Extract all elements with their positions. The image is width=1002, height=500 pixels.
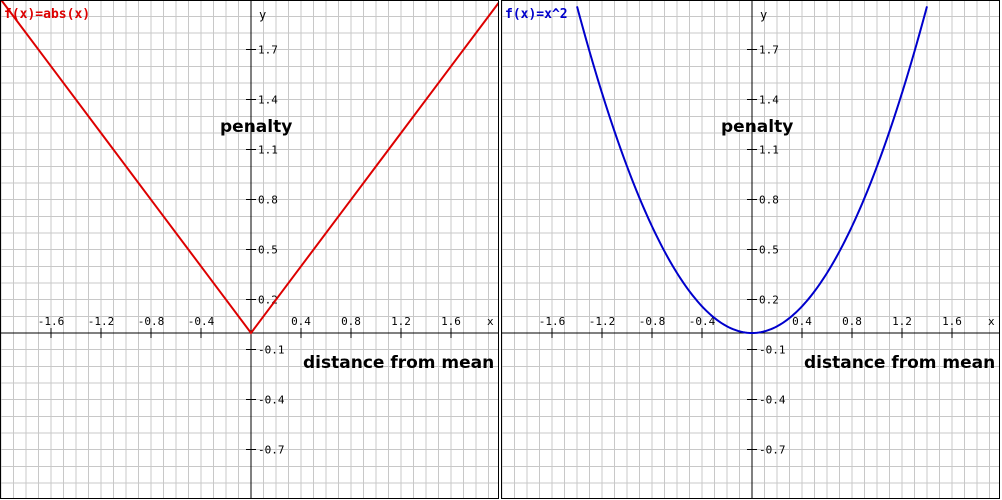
chart-title: f(x)=x^2 — [505, 7, 568, 22]
y-tick-label: 1.4 — [258, 94, 278, 107]
y-tick-label: 1.4 — [759, 94, 779, 107]
x-axis-name: x — [988, 315, 995, 328]
y-tick-label: 0.5 — [258, 244, 278, 257]
y-axis-name: y — [760, 8, 767, 22]
x-tick-label: -1.6 — [38, 315, 65, 328]
y-tick-label: -0.7 — [759, 444, 786, 457]
y-tick-label: 0.8 — [759, 194, 779, 207]
x-axis-label: distance from mean — [804, 353, 995, 373]
x-tick-label: 0.4 — [792, 315, 812, 328]
chart-panel-1: -1.6 -1.2 -0.8 -0.4 0.4 0.8 1.2 1.6 1.7 1.4 1.1 0.8… — [0, 0, 499, 499]
series-line — [576, 6, 928, 335]
chart-panel-2: -1.6 -1.2 -0.8 -0.4 0.4 0.8 1.2 1.6 1.7 1.4 1.1 0.8… — [501, 0, 1000, 499]
y-tick-label: -0.4 — [759, 394, 786, 407]
y-axis-name: y — [259, 8, 266, 22]
x-tick-label: -0.4 — [689, 315, 716, 328]
y-axis-label: penalty — [721, 117, 793, 137]
x-tick-label: 1.2 — [391, 315, 411, 328]
panel-border — [501, 0, 1000, 499]
x-axis-label: distance from mean — [303, 353, 494, 373]
y-tick-label: 1.7 — [759, 44, 779, 57]
x-tick-label: 0.4 — [291, 315, 311, 328]
y-tick-label: -0.1 — [759, 344, 786, 357]
x-tick-label: 0.8 — [341, 315, 361, 328]
x-tick-label: 1.6 — [441, 315, 461, 328]
x-tick-label: -0.8 — [138, 315, 165, 328]
x-tick-label: 1.2 — [892, 315, 912, 328]
y-tick-label: 1.7 — [258, 44, 278, 57]
x-axis-name: x — [487, 315, 494, 328]
y-tick-label: 1.1 — [258, 144, 278, 157]
series-line — [1, 1, 498, 335]
x-tick-label: -1.2 — [589, 315, 616, 328]
y-tick-label: 0.5 — [759, 244, 779, 257]
x-tick-label: -0.4 — [188, 315, 215, 328]
y-tick-label: -0.7 — [258, 444, 285, 457]
y-tick-label: 0.2 — [759, 294, 779, 307]
chart-title: f(x)=abs(x) — [4, 7, 90, 22]
y-tick-label: 0.8 — [258, 194, 278, 207]
y-tick-label: 1.1 — [759, 144, 779, 157]
x-tick-label: 1.6 — [942, 315, 962, 328]
x-tick-label: -1.6 — [539, 315, 566, 328]
panel-border — [0, 0, 499, 499]
y-tick-label: -0.1 — [258, 344, 285, 357]
y-tick-label: -0.4 — [258, 394, 285, 407]
x-tick-label: 0.8 — [842, 315, 862, 328]
x-tick-label: -0.8 — [639, 315, 666, 328]
y-axis-label: penalty — [220, 117, 292, 137]
x-tick-label: -1.2 — [88, 315, 115, 328]
